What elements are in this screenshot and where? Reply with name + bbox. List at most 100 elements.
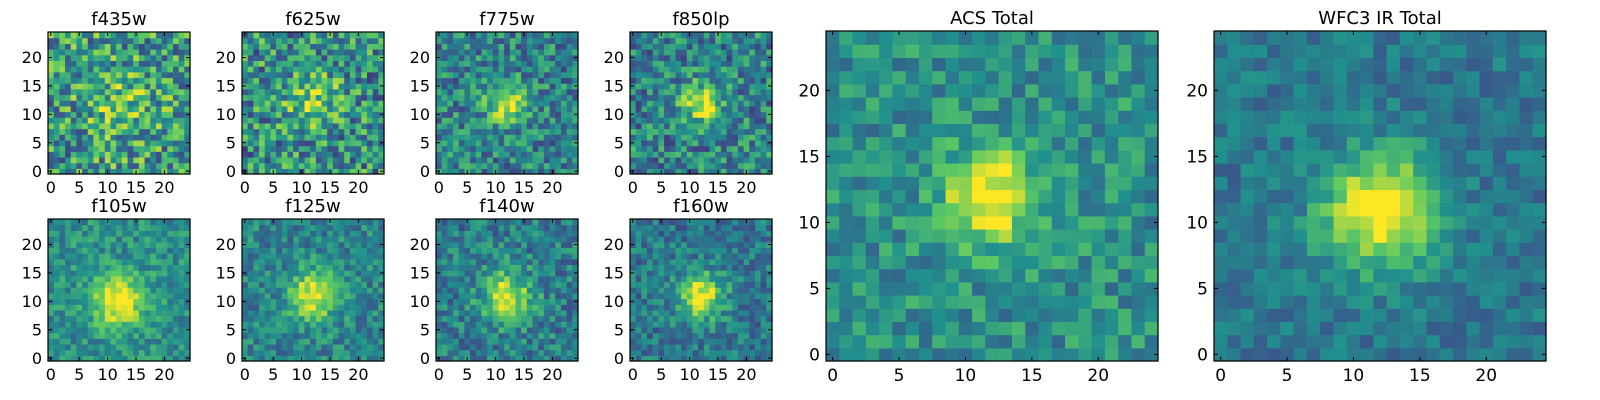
- heatmap-cell: [287, 111, 294, 118]
- heatmap-cell: [310, 304, 317, 311]
- heatmap-cell: [76, 88, 83, 96]
- heatmap-cell: [658, 281, 665, 288]
- heatmap-cell: [647, 287, 654, 294]
- heatmap-cell: [281, 253, 289, 260]
- heatmap-cell: [504, 315, 511, 322]
- heatmap-cell: [560, 298, 568, 305]
- heatmap-cell: [293, 54, 300, 61]
- heatmap-cell: [298, 134, 306, 141]
- heatmap-cell: [155, 88, 163, 96]
- heatmap-cell: [658, 304, 665, 311]
- x-tick-label: 10: [97, 365, 117, 384]
- heatmap-cell: [703, 71, 711, 79]
- heatmap-cell: [155, 71, 163, 79]
- heatmap-cell: [247, 88, 254, 96]
- heatmap-cell: [144, 253, 151, 260]
- heatmap-cell: [315, 156, 323, 164]
- heatmap-cell: [349, 128, 357, 135]
- heatmap-cell: [247, 49, 254, 56]
- heatmap-cell: [635, 100, 642, 107]
- heatmap-cell: [647, 332, 654, 339]
- heatmap-cell: [293, 321, 300, 328]
- heatmap-cell: [161, 298, 168, 305]
- heatmap-cell: [464, 241, 471, 248]
- heatmap-cell: [99, 281, 106, 288]
- heatmap-cell: [242, 230, 249, 237]
- heatmap-cell: [133, 145, 140, 152]
- heatmap-cell: [737, 49, 745, 56]
- heatmap-cell: [766, 134, 773, 141]
- heatmap-cell: [487, 236, 494, 243]
- heatmap-cell: [65, 94, 72, 101]
- heatmap-cell: [743, 281, 750, 288]
- heatmap-cell: [133, 128, 140, 135]
- heatmap-cell: [270, 37, 277, 44]
- x-tick-label: 10: [97, 178, 117, 197]
- heatmap-cell: [65, 332, 72, 339]
- heatmap-cell: [504, 309, 511, 317]
- heatmap-cell: [720, 355, 728, 362]
- heatmap-cell: [264, 88, 271, 96]
- heatmap-cell: [686, 122, 694, 130]
- heatmap-cell: [99, 60, 106, 67]
- heatmap-cell: [543, 326, 551, 334]
- heatmap-cell: [53, 105, 60, 113]
- heatmap-cell: [549, 264, 556, 271]
- heatmap-cell: [65, 134, 72, 141]
- heatmap-cell: [144, 264, 151, 271]
- heatmap-cell: [144, 151, 151, 158]
- heatmap-cell: [361, 54, 368, 61]
- heatmap-cell: [532, 71, 539, 79]
- heatmap-cell: [641, 122, 648, 130]
- heatmap-cell: [372, 332, 379, 339]
- heatmap-cell: [635, 54, 642, 61]
- heatmap-cell: [247, 332, 254, 339]
- x-tick-label: 20: [542, 178, 562, 197]
- heatmap-cell: [264, 43, 271, 50]
- heatmap-cell: [110, 287, 117, 294]
- heatmap-cell: [481, 338, 488, 345]
- heatmap-cell: [82, 94, 89, 101]
- heatmap-cell: [76, 105, 83, 113]
- heatmap-cell: [543, 241, 551, 248]
- heatmap-cell: [720, 315, 728, 322]
- heatmap-cell: [692, 139, 699, 147]
- heatmap-cell: [327, 298, 334, 305]
- heatmap-cell: [566, 37, 573, 44]
- heatmap-cell: [641, 60, 648, 67]
- heatmap-cell: [703, 287, 711, 294]
- heatmap-cell: [110, 139, 117, 147]
- heatmap-cell: [760, 281, 767, 288]
- heatmap-cell: [481, 343, 488, 351]
- heatmap-cell: [498, 241, 505, 248]
- heatmap-cell: [155, 253, 163, 260]
- heatmap-cell: [538, 309, 545, 317]
- heatmap-cell: [681, 338, 688, 345]
- heatmap-cell: [104, 343, 112, 351]
- heatmap-cell: [498, 315, 505, 322]
- heatmap-cell: [48, 292, 55, 300]
- heatmap-cell: [287, 270, 294, 277]
- heatmap-cell: [344, 224, 351, 231]
- heatmap-cell: [310, 321, 317, 328]
- heatmap-cell: [104, 156, 112, 164]
- heatmap-cell: [766, 122, 773, 130]
- heatmap-cell: [144, 117, 151, 124]
- heatmap-cell: [749, 349, 756, 356]
- heatmap-cell: [692, 66, 699, 73]
- heatmap-cell: [532, 156, 539, 164]
- heatmap-cell: [304, 43, 311, 50]
- heatmap-cell: [453, 145, 460, 152]
- heatmap-cell: [259, 117, 266, 124]
- heatmap-cell: [138, 156, 146, 164]
- heatmap-cell: [481, 355, 488, 362]
- heatmap-cell: [138, 236, 146, 243]
- heatmap-cell: [521, 343, 528, 351]
- heatmap-cell: [110, 309, 117, 317]
- heatmap-cell: [259, 236, 266, 243]
- heatmap-cell: [743, 111, 750, 118]
- heatmap-cell: [150, 145, 157, 152]
- heatmap-cell: [355, 162, 362, 169]
- heatmap-cell: [287, 236, 294, 243]
- heatmap-cell: [709, 66, 716, 73]
